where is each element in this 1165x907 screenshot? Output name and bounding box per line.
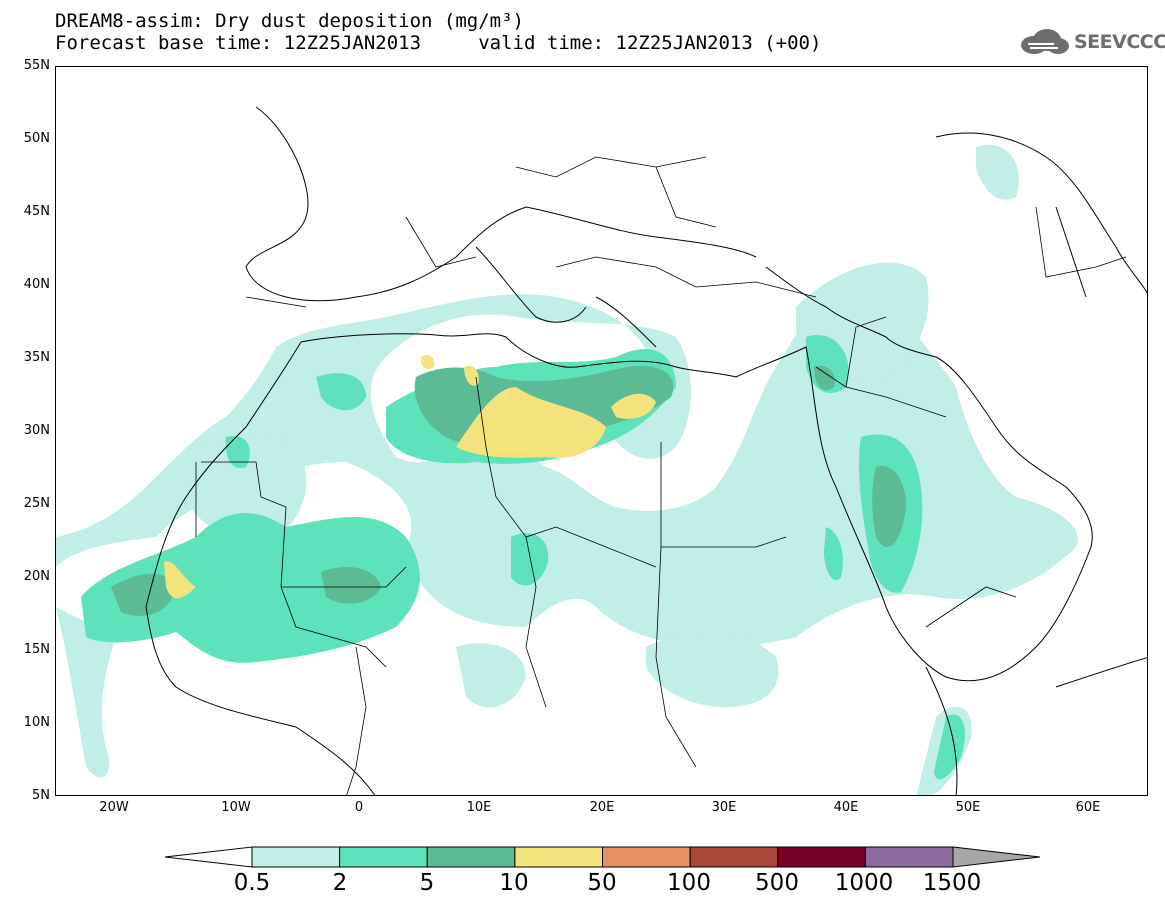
lon-label: 50E xyxy=(955,800,981,815)
colorbar-bin xyxy=(864,846,954,868)
lon-label: 0 xyxy=(354,800,364,815)
colorbar-bin xyxy=(689,846,779,868)
deposition-0p5-2 xyxy=(56,144,1078,795)
colorbar-tick-label: 50 xyxy=(587,870,617,896)
lat-label: 45N xyxy=(23,204,50,219)
colorbar-bin xyxy=(602,846,691,868)
lat-label: 35N xyxy=(23,350,50,365)
lon-label: 10W xyxy=(221,800,251,815)
lon-label: 10E xyxy=(466,800,492,815)
lat-label: 20N xyxy=(23,569,50,584)
logo-text: SEEVCCC xyxy=(1074,31,1165,53)
colorbar-tick-label: 1500 xyxy=(922,870,982,896)
lat-label: 30N xyxy=(23,423,50,438)
lat-label: 5N xyxy=(32,788,50,803)
colorbar xyxy=(164,846,1041,868)
colorbar-tick-label: 2 xyxy=(332,870,348,896)
forecast-time-line: Forecast base time: 12Z25JAN2013 valid t… xyxy=(55,32,822,54)
lon-label: 40E xyxy=(833,800,859,815)
lon-label: 30E xyxy=(711,800,737,815)
lat-label: 15N xyxy=(23,642,50,657)
colorbar-tick-label: 100 xyxy=(667,870,711,896)
lon-label: 20W xyxy=(99,800,129,815)
lat-label: 40N xyxy=(23,277,50,292)
colorbar-tick-label: 5 xyxy=(419,870,435,896)
lon-label: 20E xyxy=(589,800,615,815)
colorbar-tick-label: 500 xyxy=(755,870,799,896)
colorbar-tick-label: 10 xyxy=(499,870,529,896)
map-title: DREAM8-assim: Dry dust deposition (mg/m³… xyxy=(55,10,524,32)
colorbar-under-triangle xyxy=(164,846,253,868)
colorbar-tick-label: 1000 xyxy=(834,870,894,896)
colorbar-bin xyxy=(514,846,603,868)
map-canvas xyxy=(56,106,1147,795)
lat-label: 50N xyxy=(23,131,50,146)
colorbar-bin xyxy=(777,846,866,868)
cloud-icon xyxy=(1021,29,1069,54)
lat-label: 10N xyxy=(23,715,50,730)
dust-map xyxy=(55,66,1148,796)
seevccc-logo: SEEVCCC xyxy=(1018,28,1165,56)
colorbar-over-triangle xyxy=(952,846,1041,868)
colorbar-tick-label: 0.5 xyxy=(233,870,271,896)
lat-label: 55N xyxy=(23,58,50,73)
borders xyxy=(195,156,1127,795)
lat-label: 25N xyxy=(23,496,50,511)
colorbar-bin xyxy=(339,846,428,868)
lon-label: 60E xyxy=(1075,800,1101,815)
coastlines xyxy=(145,106,1147,795)
deposition-10-50 xyxy=(164,355,656,599)
colorbar-bin xyxy=(251,846,341,868)
colorbar-bin xyxy=(426,846,516,868)
